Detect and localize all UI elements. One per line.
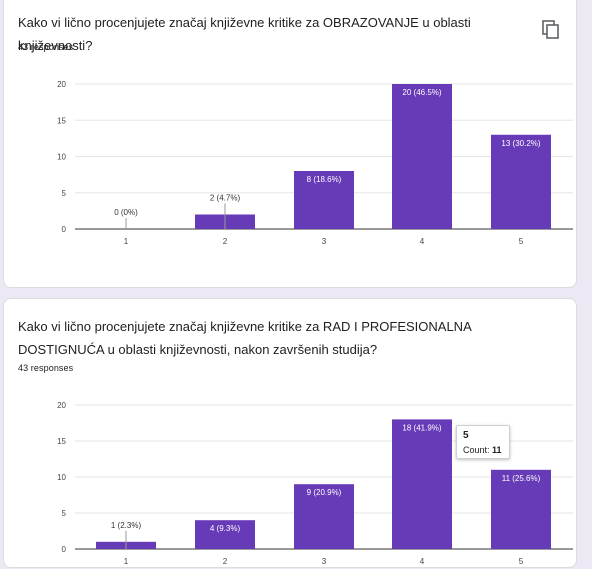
data-label: 20 (46.5%) [402,88,441,97]
y-tick-label: 20 [57,401,66,410]
x-tick-label: 1 [124,237,129,246]
copy-icon[interactable] [542,20,560,40]
y-tick-label: 5 [62,509,67,518]
x-tick-label: 5 [519,557,524,566]
y-tick-label: 10 [57,153,66,162]
bar[interactable] [392,419,452,549]
data-label: 8 (18.6%) [307,175,342,184]
x-tick-label: 2 [223,237,228,246]
bar[interactable] [294,484,354,549]
bar[interactable] [392,84,452,229]
bar[interactable] [491,134,551,229]
y-tick-label: 15 [57,116,66,125]
bar-tooltip: 5 Count: 11 [456,425,510,459]
question-title: Kako vi lično procenjujete značaj knjiže… [18,319,472,357]
bar[interactable] [195,520,255,549]
x-tick-label: 3 [322,557,327,566]
tooltip-label: Count: [463,445,490,455]
data-label: 0 (0%) [114,208,138,217]
question-title: Kako vi lično procenjujete značaj knjiže… [18,15,471,53]
x-tick-label: 3 [322,237,327,246]
tooltip-value: 11 [492,445,502,455]
x-tick-label: 1 [124,557,129,566]
bar[interactable] [491,469,551,549]
x-tick-label: 4 [420,557,425,566]
x-tick-label: 4 [420,237,425,246]
data-label: 9 (20.9%) [307,488,342,497]
question-card-2: Kako vi lično procenjujete značaj knjiže… [3,298,577,568]
question-card-1: Kako vi lično procenjujete značaj knjiže… [3,0,577,288]
x-tick-label: 2 [223,557,228,566]
y-tick-label: 5 [62,189,67,198]
y-tick-label: 0 [62,225,67,234]
data-label: 4 (9.3%) [210,524,241,533]
y-tick-label: 10 [57,473,66,482]
response-count: 43 responses [18,363,74,373]
data-label: 2 (4.7%) [210,194,241,203]
bar-chart-2: 0 5 10 15 20 1 (2.3%) 1 4 (9.3%) 2 9 (20.9%) 3 18 (… [57,401,573,566]
data-label: 11 (25.6%) [502,474,541,483]
y-tick-label: 15 [57,437,66,446]
bar[interactable] [294,171,354,229]
data-label: 18 (41.9%) [402,423,441,432]
tooltip-category: 5 [463,430,469,441]
y-tick-label: 20 [57,80,66,89]
bar-chart-1: 0 5 10 15 20 0 (0%) 1 2 (4.7%) 2 8 (18.6%) 3 20 (46… [57,80,573,246]
data-label: 13 (30.2%) [501,139,540,148]
y-tick-label: 0 [62,545,67,554]
data-label: 1 (2.3%) [111,521,142,530]
x-tick-label: 5 [519,237,524,246]
response-count: 43 responses [18,42,74,52]
